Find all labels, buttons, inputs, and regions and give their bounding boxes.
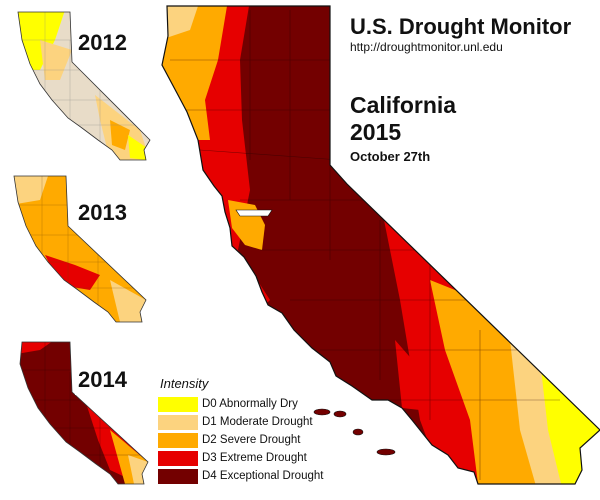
legend-title: Intensity bbox=[160, 376, 209, 391]
legend-label-d0: D0 Abnormally Dry bbox=[202, 398, 298, 410]
legend: Intensity D0 Abnormally Dry D1 Moderate … bbox=[158, 376, 338, 486]
legend-item-d1: D1 Moderate Drought bbox=[158, 414, 313, 430]
map-title: U.S. Drought Monitor bbox=[350, 14, 572, 39]
map-date: October 27th bbox=[350, 149, 431, 164]
legend-swatch-d1 bbox=[158, 414, 198, 430]
legend-label-d1: D1 Moderate Drought bbox=[202, 416, 313, 428]
legend-item-d2: D2 Severe Drought bbox=[158, 432, 300, 448]
legend-label-d2: D2 Severe Drought bbox=[202, 434, 301, 446]
inset-year-2013: 2013 bbox=[78, 200, 127, 225]
state-name: California bbox=[350, 92, 457, 118]
legend-label-d4: D4 Exceptional Drought bbox=[202, 470, 324, 482]
source-url: http://droughtmonitor.unl.edu bbox=[350, 40, 503, 54]
legend-label-d3: D3 Extreme Drought bbox=[202, 452, 307, 464]
legend-swatch-d0 bbox=[158, 396, 198, 412]
legend-swatch-d2 bbox=[158, 432, 198, 448]
map-year: 2015 bbox=[350, 119, 402, 145]
inset-year-2012: 2012 bbox=[78, 30, 127, 55]
legend-item-d0: D0 Abnormally Dry bbox=[158, 396, 298, 412]
inset-year-2014: 2014 bbox=[78, 367, 127, 392]
legend-item-d3: D3 Extreme Drought bbox=[158, 450, 307, 466]
legend-swatch-d3 bbox=[158, 450, 198, 466]
legend-item-d4: D4 Exceptional Drought bbox=[158, 468, 323, 484]
legend-swatch-d4 bbox=[158, 468, 198, 484]
